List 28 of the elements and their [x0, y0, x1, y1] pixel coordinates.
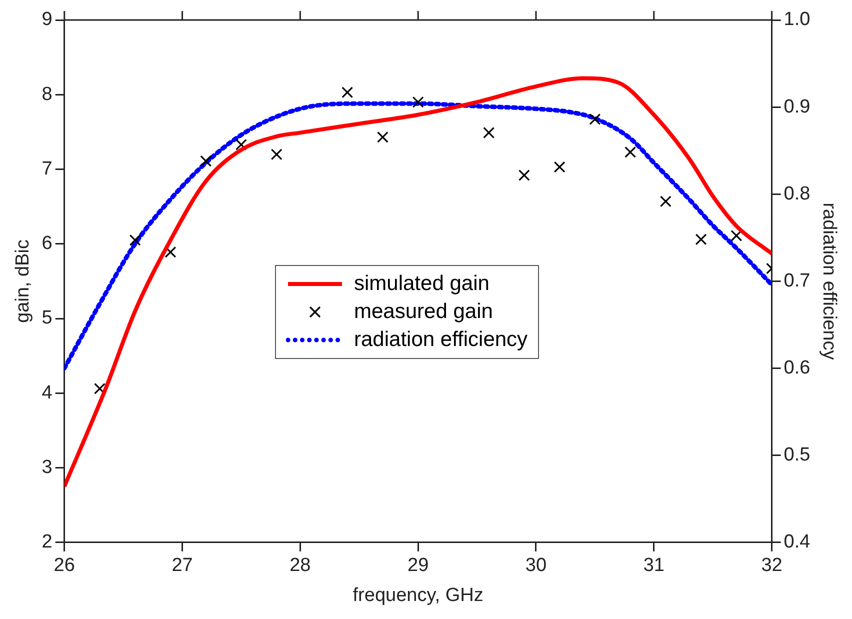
y-tick-label: 9: [42, 9, 52, 30]
y-tick-label: 4: [42, 382, 53, 404]
x-tick-label: 29: [408, 555, 429, 576]
y2-tick-label: 0.4: [784, 532, 811, 553]
y-tick-label: 3: [42, 457, 52, 478]
x-tick-label: 28: [290, 555, 311, 576]
y2-tick-label: 0.6: [784, 358, 810, 378]
y-tick-label: 5: [42, 308, 52, 329]
y-axis-title: gain, dBic: [12, 239, 34, 323]
x-tick-label: 31: [643, 555, 664, 576]
x-tick-label: 30: [525, 555, 547, 576]
legend-label: measured gain: [354, 300, 493, 324]
y2-axis-title: radiation efficiency: [818, 202, 840, 360]
y-tick-label: 8: [42, 84, 52, 105]
y2-tick-label: 0.5: [784, 444, 810, 466]
x-tick-label: 27: [172, 555, 193, 576]
y-tick-label: 7: [42, 158, 52, 180]
y2-tick-label: 0.9: [784, 96, 810, 118]
x-axis-title: frequency, GHz: [352, 584, 484, 606]
y-tick-label: 2: [42, 532, 52, 553]
y2-tick-label: 0.8: [784, 183, 810, 204]
y2-tick-label: 1.0: [784, 9, 810, 30]
legend-label: radiation efficiency: [354, 328, 528, 352]
x-tick-label: 26: [54, 555, 75, 576]
x-tick-label: 32: [761, 555, 782, 576]
y2-tick-label: 0.7: [784, 270, 810, 292]
legend-label: simulated gain: [354, 272, 490, 296]
y-tick-label: 6: [42, 233, 52, 254]
